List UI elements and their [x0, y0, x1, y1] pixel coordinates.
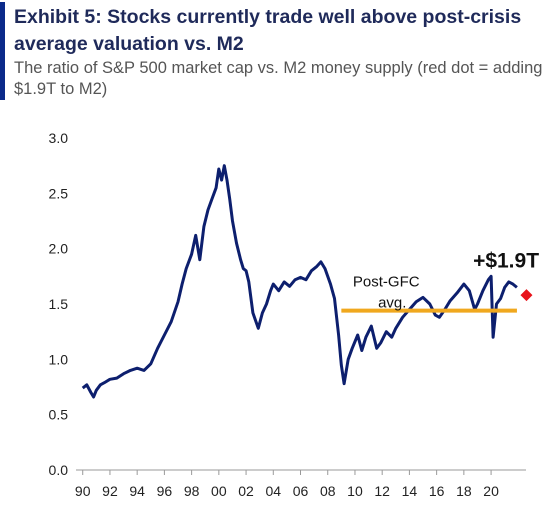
x-tick-label: 10 [347, 483, 363, 499]
post-gfc-label-line1: Post-GFC [353, 274, 420, 291]
y-tick-label: 2.0 [49, 241, 69, 257]
x-tick-label: 98 [184, 483, 200, 499]
red-diamond-marker [520, 289, 533, 302]
x-tick-label: 94 [129, 483, 145, 499]
y-tick-label: 1.0 [49, 351, 69, 367]
x-tick-label: 20 [483, 483, 499, 499]
y-tick-label: 0.5 [49, 407, 69, 423]
x-tick-label: 18 [456, 483, 472, 499]
exhibit-subtitle: The ratio of S&P 500 market cap vs. M2 m… [14, 59, 543, 98]
x-tick-label: 02 [238, 483, 254, 499]
x-tick-label: 12 [374, 483, 390, 499]
x-tick-label: 00 [211, 483, 227, 499]
x-tick-label: 92 [102, 483, 118, 499]
y-axis-ticks: 0.0 0.5 1.0 1.5 2.0 2.5 3.0 [49, 130, 69, 478]
x-tick-label: 96 [157, 483, 173, 499]
x-tick-label: 16 [429, 483, 445, 499]
title-accent-bar [0, 2, 5, 100]
x-axis-ticks: 90 92 94 96 98 00 02 04 06 08 10 12 14 16 18 20 [75, 470, 499, 499]
callout-label: +$1.9T [473, 249, 539, 272]
y-tick-label: 0.0 [49, 462, 69, 478]
exhibit-title: Exhibit 5: Stocks currently trade well a… [14, 6, 522, 55]
y-tick-label: 3.0 [49, 130, 69, 146]
x-tick-label: 04 [266, 483, 282, 499]
y-tick-label: 2.5 [49, 185, 69, 201]
series-line [81, 164, 518, 399]
y-tick-label: 1.5 [49, 296, 69, 312]
x-tick-label: 14 [402, 483, 418, 499]
x-tick-label: 06 [293, 483, 309, 499]
x-tick-label: 08 [320, 483, 336, 499]
x-tick-label: 90 [75, 483, 91, 499]
post-gfc-label-line2: avg. [378, 295, 406, 312]
